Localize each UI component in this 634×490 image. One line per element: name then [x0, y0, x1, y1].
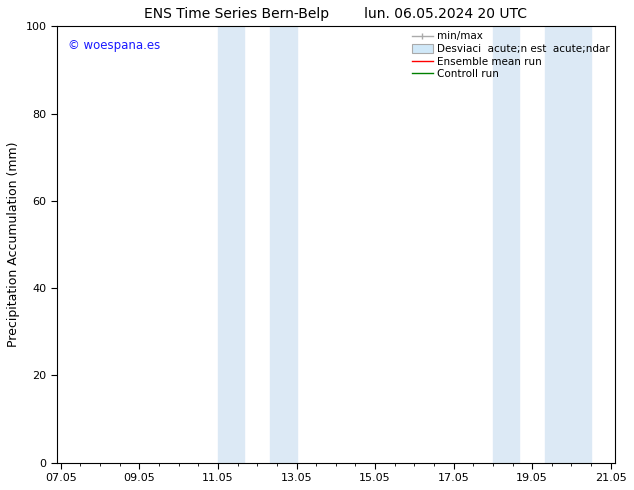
Bar — [270, 26, 297, 463]
Title: ENS Time Series Bern-Belp        lun. 06.05.2024 20 UTC: ENS Time Series Bern-Belp lun. 06.05.202… — [145, 7, 527, 21]
Text: © woespana.es: © woespana.es — [68, 39, 160, 52]
Bar — [545, 26, 591, 463]
Bar — [493, 26, 519, 463]
Y-axis label: Precipitation Accumulation (mm): Precipitation Accumulation (mm) — [7, 142, 20, 347]
Legend: min/max, Desviaci  acute;n est  acute;ndar, Ensemble mean run, Controll run: min/max, Desviaci acute;n est acute;ndar… — [410, 29, 612, 81]
Bar — [218, 26, 244, 463]
